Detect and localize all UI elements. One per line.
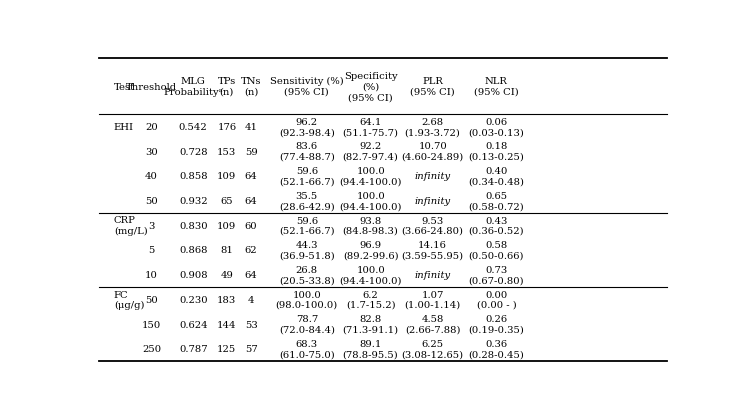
Text: 0.908: 0.908	[179, 271, 207, 280]
Text: 0.65
(0.58-0.72): 0.65 (0.58-0.72)	[468, 191, 524, 211]
Text: CRP
(mg/L): CRP (mg/L)	[114, 216, 147, 235]
Text: 57: 57	[245, 344, 257, 354]
Text: 176: 176	[217, 123, 236, 132]
Text: 0.932: 0.932	[179, 197, 207, 206]
Text: 153: 153	[217, 147, 236, 156]
Text: 59: 59	[245, 147, 257, 156]
Text: 6.25
(3.08-12.65): 6.25 (3.08-12.65)	[402, 339, 464, 358]
Text: Test: Test	[114, 83, 135, 91]
Text: 64: 64	[245, 197, 257, 206]
Text: 14.16
(3.59-55.95): 14.16 (3.59-55.95)	[402, 241, 464, 260]
Text: 150: 150	[142, 320, 161, 329]
Text: 0.43
(0.36-0.52): 0.43 (0.36-0.52)	[468, 216, 524, 235]
Text: 64.1
(51.1-75.7): 64.1 (51.1-75.7)	[343, 117, 399, 137]
Text: 96.9
(89.2-99.6): 96.9 (89.2-99.6)	[343, 241, 399, 260]
Text: 59.6
(52.1-66.7): 59.6 (52.1-66.7)	[279, 167, 334, 186]
Text: 109: 109	[217, 172, 236, 181]
Text: infinity: infinity	[414, 271, 451, 280]
Text: 0.728: 0.728	[179, 147, 207, 156]
Text: 0.542: 0.542	[179, 123, 208, 132]
Text: 0.858: 0.858	[179, 172, 207, 181]
Text: 9.53
(3.66-24.80): 9.53 (3.66-24.80)	[402, 216, 464, 235]
Text: 64: 64	[245, 172, 257, 181]
Text: 89.1
(78.8-95.5): 89.1 (78.8-95.5)	[343, 339, 399, 358]
Text: FC
(μg/g): FC (μg/g)	[114, 290, 144, 309]
Text: 64: 64	[245, 271, 257, 280]
Text: 49: 49	[221, 271, 233, 280]
Text: EHI: EHI	[114, 123, 134, 132]
Text: 0.36
(0.28-0.45): 0.36 (0.28-0.45)	[468, 339, 524, 358]
Text: 0.40
(0.34-0.48): 0.40 (0.34-0.48)	[468, 167, 524, 186]
Text: 0.58
(0.50-0.66): 0.58 (0.50-0.66)	[469, 241, 524, 260]
Text: TNs
(n): TNs (n)	[241, 77, 262, 97]
Text: 1.07
(1.00-1.14): 1.07 (1.00-1.14)	[405, 290, 461, 309]
Text: 0.624: 0.624	[179, 320, 207, 329]
Text: 96.2
(92.3-98.4): 96.2 (92.3-98.4)	[279, 117, 335, 137]
Text: 20: 20	[145, 123, 158, 132]
Text: 250: 250	[142, 344, 161, 354]
Text: 6.2
(1.7-15.2): 6.2 (1.7-15.2)	[346, 290, 396, 309]
Text: 0.18
(0.13-0.25): 0.18 (0.13-0.25)	[468, 142, 524, 161]
Text: 0.230: 0.230	[179, 295, 207, 304]
Text: 53: 53	[245, 320, 257, 329]
Text: 100.0
(94.4-100.0): 100.0 (94.4-100.0)	[340, 191, 402, 211]
Text: 0.06
(0.03-0.13): 0.06 (0.03-0.13)	[468, 117, 524, 137]
Text: 59.6
(52.1-66.7): 59.6 (52.1-66.7)	[279, 216, 334, 235]
Text: 93.8
(84.8-98.3): 93.8 (84.8-98.3)	[343, 216, 399, 235]
Text: 26.8
(20.5-33.8): 26.8 (20.5-33.8)	[279, 265, 334, 285]
Text: 144: 144	[217, 320, 236, 329]
Text: 10: 10	[145, 271, 158, 280]
Text: 44.3
(36.9-51.8): 44.3 (36.9-51.8)	[279, 241, 334, 260]
Text: 0.830: 0.830	[179, 221, 207, 230]
Text: 0.26
(0.19-0.35): 0.26 (0.19-0.35)	[468, 315, 524, 334]
Text: 82.8
(71.3-91.1): 82.8 (71.3-91.1)	[343, 315, 399, 334]
Text: 65: 65	[221, 197, 233, 206]
Text: 68.3
(61.0-75.0): 68.3 (61.0-75.0)	[279, 339, 334, 358]
Text: 4.58
(2.66-7.88): 4.58 (2.66-7.88)	[405, 315, 460, 334]
Text: 2.68
(1.93-3.72): 2.68 (1.93-3.72)	[405, 117, 461, 137]
Text: 35.5
(28.6-42.9): 35.5 (28.6-42.9)	[279, 191, 334, 211]
Text: NLR
(95% CI): NLR (95% CI)	[474, 77, 519, 97]
Text: 81: 81	[221, 246, 233, 255]
Text: 60: 60	[245, 221, 257, 230]
Text: infinity: infinity	[414, 172, 451, 181]
Text: PLR
(95% CI): PLR (95% CI)	[410, 77, 455, 97]
Text: 3: 3	[148, 221, 155, 230]
Text: 10.70
(4.60-24.89): 10.70 (4.60-24.89)	[402, 142, 464, 161]
Text: 62: 62	[245, 246, 257, 255]
Text: 0.787: 0.787	[179, 344, 207, 354]
Text: 50: 50	[145, 197, 158, 206]
Text: 92.2
(82.7-97.4): 92.2 (82.7-97.4)	[343, 142, 399, 161]
Text: Sensitivity (%)
(95% CI): Sensitivity (%) (95% CI)	[270, 77, 343, 97]
Text: 100.0
(98.0-100.0): 100.0 (98.0-100.0)	[276, 290, 338, 309]
Text: Specificity
(%)
(95% CI): Specificity (%) (95% CI)	[344, 72, 397, 102]
Text: 109: 109	[217, 221, 236, 230]
Text: 41: 41	[245, 123, 257, 132]
Text: infinity: infinity	[414, 197, 451, 206]
Text: 0.868: 0.868	[179, 246, 207, 255]
Text: 5: 5	[148, 246, 155, 255]
Text: 50: 50	[145, 295, 158, 304]
Text: Threshold: Threshold	[126, 83, 177, 91]
Text: 30: 30	[145, 147, 158, 156]
Text: 183: 183	[217, 295, 236, 304]
Text: 78.7
(72.0-84.4): 78.7 (72.0-84.4)	[279, 315, 335, 334]
Text: 4: 4	[248, 295, 254, 304]
Text: 125: 125	[217, 344, 236, 354]
Text: 100.0
(94.4-100.0): 100.0 (94.4-100.0)	[340, 167, 402, 186]
Text: 0.00
(0.00 - ): 0.00 (0.00 - )	[476, 290, 516, 309]
Text: 83.6
(77.4-88.7): 83.6 (77.4-88.7)	[279, 142, 335, 161]
Text: TPs
(n): TPs (n)	[218, 77, 236, 97]
Text: MLG
Probabilityᵃ: MLG Probabilityᵃ	[164, 77, 223, 97]
Text: 0.73
(0.67-0.80): 0.73 (0.67-0.80)	[468, 265, 524, 285]
Text: 40: 40	[145, 172, 158, 181]
Text: 100.0
(94.4-100.0): 100.0 (94.4-100.0)	[340, 265, 402, 285]
